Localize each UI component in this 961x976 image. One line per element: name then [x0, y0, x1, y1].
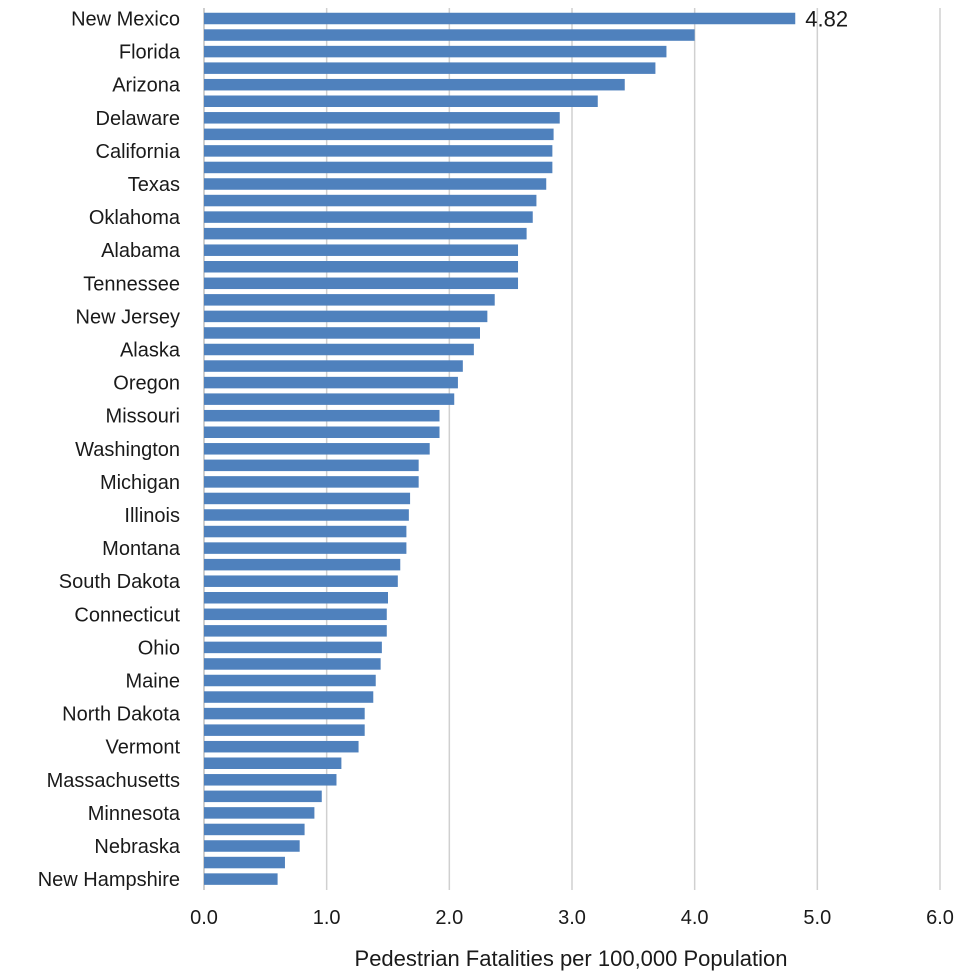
- bar: [204, 492, 411, 505]
- bar: [204, 360, 463, 372]
- bar: [204, 790, 322, 803]
- category-label: Alaska: [120, 340, 181, 362]
- category-label: Massachusetts: [47, 770, 180, 792]
- category-label: Minnesota: [88, 803, 181, 825]
- x-tick-label: 1.0: [313, 907, 341, 929]
- bar: [204, 625, 387, 637]
- bar: [204, 244, 519, 256]
- category-labels: New Mexico Florida Arizona Delaware Californ…: [38, 9, 181, 892]
- category-label: Delaware: [96, 108, 180, 130]
- bar: [204, 45, 667, 58]
- bar: [204, 757, 342, 769]
- bar: [204, 29, 695, 41]
- bar: [204, 112, 560, 124]
- bar: [204, 227, 527, 240]
- category-label: South Dakota: [59, 571, 181, 593]
- bar: [204, 128, 554, 141]
- category-label: Connecticut: [74, 604, 180, 626]
- category-label: Vermont: [106, 737, 181, 759]
- bar: [204, 426, 440, 438]
- x-axis-title: Pedestrian Fatalities per 100,000 Popula…: [355, 946, 788, 971]
- category-label: Arizona: [112, 75, 181, 97]
- category-label: Washington: [75, 439, 180, 461]
- bar: [204, 261, 519, 273]
- category-label: Illinois: [124, 505, 180, 527]
- bar: [204, 840, 300, 852]
- bar: [204, 674, 376, 687]
- x-tick-label: 4.0: [681, 907, 709, 929]
- bar: [204, 691, 374, 703]
- bar: [204, 542, 407, 554]
- bar: [204, 178, 547, 190]
- bar: [204, 294, 495, 306]
- x-tick-label: 2.0: [435, 907, 463, 929]
- x-tick-label: 0.0: [190, 907, 218, 929]
- bar: [204, 459, 419, 472]
- x-tick-label: 3.0: [558, 907, 586, 929]
- category-label: California: [96, 141, 181, 163]
- bar: [204, 194, 537, 207]
- x-tick-label: 6.0: [926, 907, 954, 929]
- bar: [204, 707, 365, 720]
- bars: [204, 12, 796, 885]
- bar: [204, 873, 278, 885]
- category-label: New Mexico: [71, 9, 180, 31]
- bar: [204, 327, 480, 339]
- category-label: New Hampshire: [38, 869, 180, 891]
- category-label: Ohio: [138, 637, 180, 659]
- bar: [204, 62, 656, 74]
- category-label: New Jersey: [76, 306, 180, 328]
- bar: [204, 525, 407, 538]
- bar: [204, 823, 305, 836]
- category-label: Florida: [119, 42, 181, 64]
- category-label: Maine: [126, 671, 180, 693]
- bar: [204, 592, 388, 604]
- bar: [204, 161, 553, 174]
- bar: [204, 608, 387, 621]
- bar: [204, 409, 440, 422]
- bar: [204, 724, 365, 736]
- bar: [204, 310, 488, 323]
- bar: [204, 343, 474, 356]
- category-label: Tennessee: [83, 273, 180, 295]
- bar: [204, 641, 382, 654]
- bar: [204, 509, 409, 521]
- bar: [204, 856, 285, 869]
- x-tick-label: 5.0: [803, 907, 831, 929]
- bar: [204, 658, 381, 670]
- data-labels: 4.82: [805, 7, 848, 32]
- bar: [204, 774, 337, 786]
- bar: [204, 476, 419, 488]
- bar: [204, 95, 598, 107]
- x-tick-labels: 0.0 1.0 2.0 3.0 4.0 5.0 6.0: [190, 907, 954, 929]
- bar: [204, 393, 455, 405]
- category-label: North Dakota: [62, 704, 181, 726]
- category-label: Oklahoma: [89, 207, 181, 229]
- bar: [204, 376, 458, 389]
- bar: [204, 145, 553, 157]
- category-label: Texas: [128, 174, 180, 196]
- bar: [204, 211, 533, 223]
- bar: [204, 740, 359, 753]
- bar: [204, 78, 625, 91]
- data-label: 4.82: [805, 7, 848, 32]
- bar: [204, 558, 401, 571]
- bar: [204, 12, 796, 25]
- category-label: Oregon: [113, 373, 180, 395]
- category-label: Montana: [102, 538, 181, 560]
- bar: [204, 575, 398, 587]
- bar: [204, 277, 519, 290]
- bar: [204, 443, 430, 455]
- category-label: Alabama: [101, 240, 181, 262]
- category-label: Missouri: [106, 406, 180, 428]
- category-label: Michigan: [100, 472, 180, 494]
- bar: [204, 807, 315, 819]
- category-label: Nebraska: [94, 836, 180, 858]
